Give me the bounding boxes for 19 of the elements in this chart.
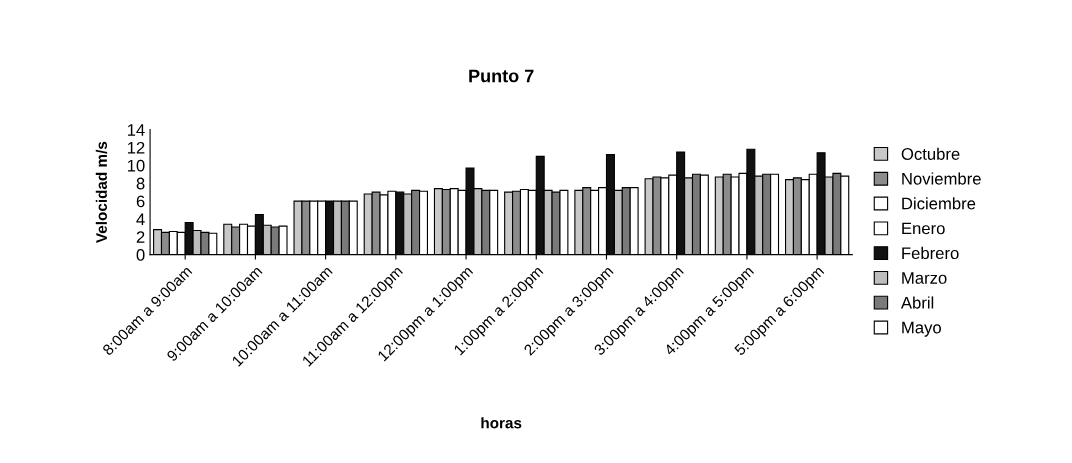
y-tick-label: 2: [136, 231, 145, 243]
y-tick-label: 6: [136, 195, 145, 208]
legend-label: Abril: [900, 296, 934, 309]
legend-label: Febrero: [902, 246, 959, 260]
x-axis-title: horas: [481, 417, 522, 429]
legend-label: Noviembre: [902, 172, 981, 185]
legend-label: Marzo: [902, 272, 947, 284]
legend-label: Mayo: [902, 321, 941, 337]
legend-label: Enero: [902, 222, 945, 235]
y-tick-label: 4: [136, 213, 145, 225]
y-tick-label: 0: [136, 249, 145, 261]
chart-title: Punto 7: [469, 69, 534, 83]
y-tick-label: 14: [127, 124, 145, 136]
y-tick-label: 12: [127, 141, 145, 154]
y-axis-title: Velocidad m/s: [95, 141, 108, 243]
y-tick-label: 8: [136, 177, 145, 190]
legend-label: Octubre: [901, 147, 960, 160]
y-tick-label: 10: [127, 159, 145, 172]
legend-label: Diciembre: [902, 197, 976, 210]
